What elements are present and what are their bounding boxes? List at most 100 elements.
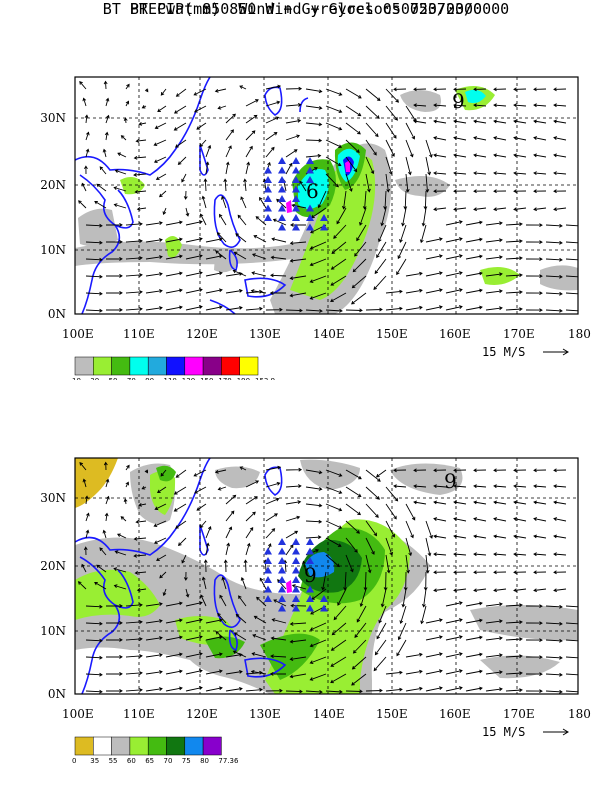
wind-arrow [225,145,232,158]
pwat-legend: 0 35 55 60 65 70 75 80 77.36 [72,736,239,765]
wind-arrow [165,288,183,294]
wind-arrow [345,689,363,694]
wind-arrow [505,620,523,625]
wind-arrow [217,486,227,491]
gyre-triangle [306,547,314,555]
wind-arrow [160,88,167,96]
wind-arrow [513,207,527,212]
wind-arrow [291,203,307,209]
wind-arrow [545,291,563,296]
wind-arrow [144,469,149,474]
wind-arrow [250,669,267,675]
wind-arrow [485,670,503,675]
wind-arrow [173,503,187,512]
wind-arrow [133,536,147,541]
wind-arrow [553,500,567,505]
wind-arrow [265,100,281,107]
wind-arrow [333,605,347,621]
wind-arrow [453,136,467,141]
wind-arrow [425,139,433,158]
wind-arrow [513,153,527,158]
wind-arrow [419,224,427,244]
wind-arrow [165,601,183,607]
wind-arrow [265,497,280,505]
wind-arrow [165,669,183,675]
x-tick: 170E [503,327,535,341]
wind-arrow [376,622,387,640]
legend-swatch [202,356,222,376]
x-tick: 120E [186,707,218,721]
wind-arrow [238,595,247,607]
wind-arrow [465,669,483,675]
wind-arrow [453,153,467,158]
wind-arrow [289,673,307,679]
wind-arrow [305,105,323,110]
gyre-triangle [292,566,300,574]
wind-arrow [525,689,543,693]
wind-arrow [125,671,143,675]
wind-arrow [545,655,563,660]
wind-arrow [445,618,463,624]
x-tick: 160E [439,707,471,721]
wind-arrow [225,494,237,505]
wind-arrow [336,207,347,225]
x-tick: 140E [313,707,345,721]
gyre-mark-9: 9 [444,469,457,493]
wind-arrow [273,599,287,607]
wind-arrow [233,632,247,641]
wind-arrow [285,102,302,107]
legend-swatch [129,356,149,376]
y-axis-ticks: 0N 10N 20N 30N [40,491,66,701]
gyre-mark-6: 6 [306,179,319,203]
wind-arrow [433,484,447,489]
wind-arrow [365,520,377,537]
wind-arrow [545,240,563,245]
wind-arrow [290,603,307,608]
wind-arrow [85,604,103,609]
wind-arrow [351,656,367,670]
wind-arrow [289,241,307,246]
wind-arrow [271,237,287,243]
wind-arrow [345,469,362,480]
wind-arrow [505,222,523,227]
wind-arrow [221,576,227,590]
wind-arrow [465,288,483,294]
wind-arrow [525,655,543,659]
wind-arrow [401,207,407,227]
wind-arrow [513,484,527,489]
wind-arrow [425,271,443,277]
wind-arrow [173,486,187,495]
x-tick: 140E [313,327,345,341]
gyre-triangle [264,576,272,583]
wind-arrow [243,559,248,573]
wind-arrow [365,503,379,518]
gyre-triangle [292,595,300,602]
wind-arrow [505,290,523,295]
gyre-triangle [306,223,314,231]
wind-arrow [136,206,147,211]
wind-arrow [235,233,247,243]
wind-arrow [433,87,447,92]
x-tick: 110E [123,327,155,341]
wind-arrow [533,500,547,505]
legend-label: 70 [127,377,136,380]
wind-arrow [215,250,227,260]
gyre-triangle [278,566,286,574]
wind-arrow [473,153,487,158]
wind-arrow [385,687,403,692]
legend-swatch [93,736,112,756]
wind-arrow [373,656,387,672]
wind-arrow [345,486,362,497]
wind-arrow [385,537,394,556]
wind-arrow [85,621,103,626]
wind-arrow [153,156,167,164]
gyre-triangle [306,166,314,174]
wind-arrow [330,656,347,667]
wind-arrow [365,688,383,693]
wind-arrow [433,119,447,124]
gyre-triangle [264,557,272,564]
wind-arrow [485,238,503,243]
panel2-title: BT Pwat 850 Wind + Gyrelocs 050723/0000 [129,0,483,18]
gyre-triangle [292,157,300,164]
wind-arrow [84,114,89,124]
